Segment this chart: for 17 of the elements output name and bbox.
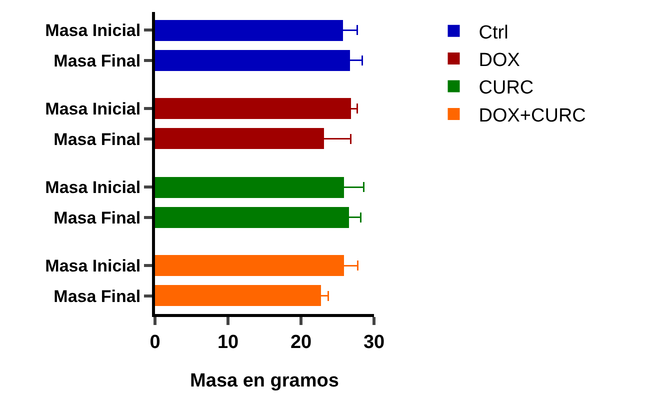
x-axis-title: Masa en gramos xyxy=(190,370,339,392)
y-tick-label: Masa Final xyxy=(54,286,141,306)
x-tick-label: 30 xyxy=(363,332,385,353)
legend-label: DOX+CURC xyxy=(478,105,586,126)
legend-label: Ctrl xyxy=(478,22,508,44)
legend-label: CURC xyxy=(478,78,534,99)
x-tick-label: 10 xyxy=(217,332,239,353)
y-tick-label: Masa Final xyxy=(54,130,141,149)
y-tick-label: Masa Inicial xyxy=(45,100,141,119)
y-tick-label: Masa Inicial xyxy=(45,21,141,40)
y-tick-label: Masa Final xyxy=(54,208,141,228)
y-tick-label: Masa Inicial xyxy=(45,178,141,198)
x-tick-label: 0 xyxy=(150,332,160,353)
y-tick-label: Masa Inicial xyxy=(45,256,141,276)
y-tick-label: Masa Final xyxy=(54,51,141,70)
x-tick-label: 20 xyxy=(290,332,312,353)
legend-label: DOX xyxy=(478,50,520,71)
